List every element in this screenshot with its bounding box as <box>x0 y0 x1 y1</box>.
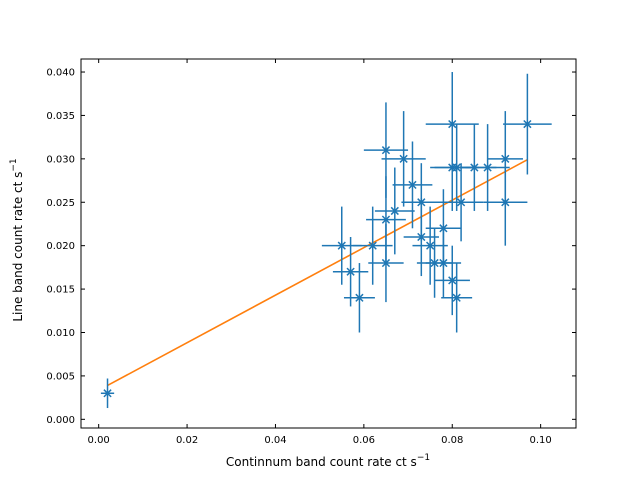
point-marker <box>355 293 364 302</box>
x-tick-label: 0.02 <box>176 435 198 446</box>
y-tick-label: 0.030 <box>46 154 75 165</box>
point-marker <box>448 276 457 285</box>
data-point <box>381 111 426 207</box>
data-point <box>332 236 369 307</box>
point-marker <box>368 241 377 250</box>
data-point <box>343 263 375 333</box>
point-marker <box>390 206 399 216</box>
data-point <box>434 245 470 316</box>
point-marker <box>381 146 391 155</box>
data-point <box>392 141 433 229</box>
point-marker <box>501 154 510 163</box>
data-point <box>374 167 415 255</box>
y-tick-label: 0.040 <box>46 68 75 79</box>
point-marker <box>399 154 408 163</box>
data-point <box>503 73 552 175</box>
y-axis-label-exponent: −1 <box>9 158 19 171</box>
y-axis-label-text: Line band count rate ct s <box>11 172 25 322</box>
data-point <box>368 223 404 303</box>
data-point <box>441 263 473 333</box>
data-point <box>100 378 115 409</box>
y-axis-label: Line band count rate ct s−1 <box>9 158 25 321</box>
point-marker <box>426 241 435 250</box>
y-tick-label: 0.025 <box>46 198 75 209</box>
y-tick-label: 0.010 <box>46 328 75 339</box>
point-marker <box>452 293 461 302</box>
point-marker <box>439 258 448 268</box>
y-tick-label: 0.005 <box>46 371 75 382</box>
point-marker <box>417 232 426 242</box>
point-marker <box>381 258 391 268</box>
point-marker <box>337 241 346 250</box>
point-marker <box>103 389 112 398</box>
x-tick-label: 0.08 <box>441 435 463 446</box>
x-tick-label: 0.00 <box>88 435 110 446</box>
y-tick-label: 0.015 <box>46 285 75 296</box>
data-point <box>438 163 484 242</box>
point-marker <box>381 215 391 224</box>
fit-line-layer <box>107 159 528 387</box>
point-marker <box>346 267 355 276</box>
point-marker <box>523 119 532 129</box>
y-axis-ticks: 0.000 0.005 0.010 0.015 0.020 0.025 0.030 0.035… <box>46 68 576 426</box>
x-axis-label: Continnum band count rate ct s−1 <box>226 453 430 469</box>
point-marker <box>501 198 510 207</box>
y-tick-label: 0.020 <box>46 241 75 252</box>
fit-line <box>107 159 528 387</box>
x-axis-label-exponent: −1 <box>417 453 430 463</box>
data-point <box>465 124 510 211</box>
data-point <box>412 206 448 285</box>
data-point <box>483 158 528 246</box>
y-tick-label: 0.035 <box>46 111 75 122</box>
x-axis-label-text: Continnum band count rate ct s <box>226 455 417 469</box>
x-tick-label: 0.04 <box>264 435 286 446</box>
point-marker <box>456 198 466 207</box>
data-points-layer <box>100 72 552 409</box>
point-marker <box>408 180 417 190</box>
x-tick-label: 0.06 <box>353 435 375 446</box>
data-point <box>425 228 462 298</box>
point-marker <box>483 163 492 172</box>
plot-frame <box>80 58 577 429</box>
x-axis-ticks: 0.00 0.02 0.04 0.06 0.08 0.10 <box>88 59 552 446</box>
x-tick-label: 0.10 <box>530 435 552 446</box>
y-tick-label: 0.000 <box>46 415 75 426</box>
